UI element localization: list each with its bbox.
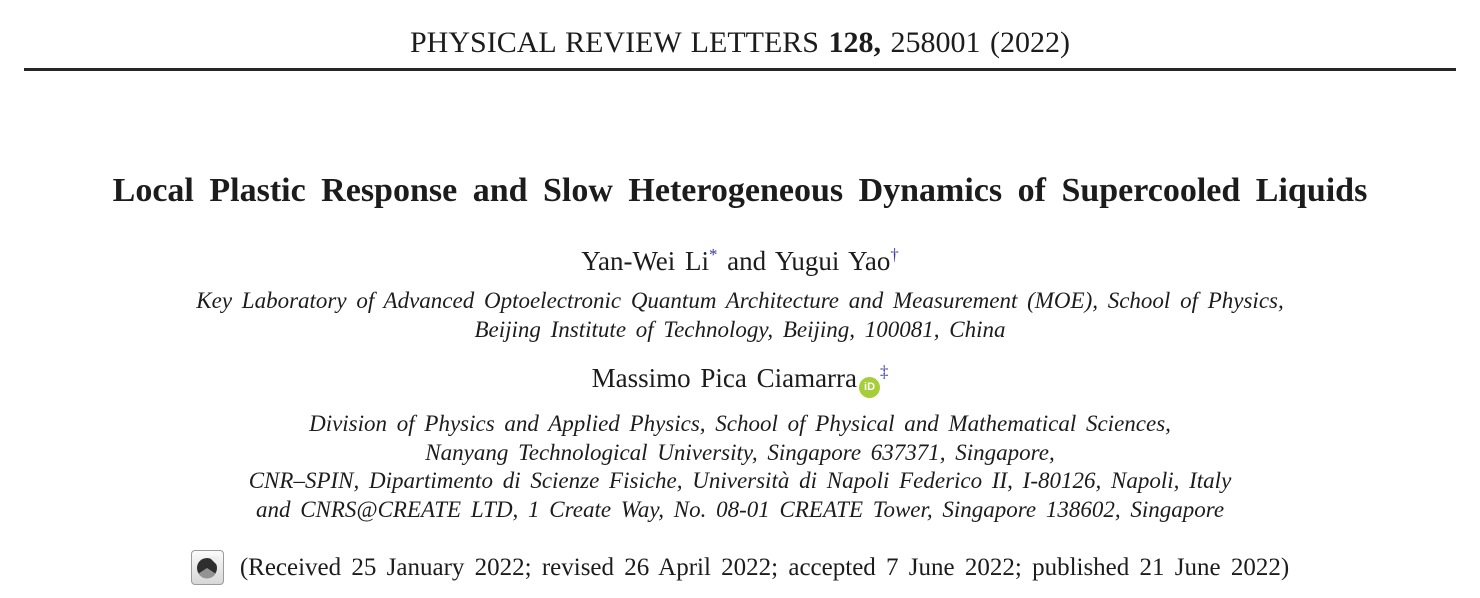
affiliation-line: Beijing Institute of Technology, Beijing…: [474, 316, 1006, 342]
affiliation-line: Division of Physics and Applied Physics,…: [309, 411, 1171, 436]
affiliation-line: and CNRS@CREATE LTD, 1 Create Way, No. 0…: [255, 496, 1225, 522]
journal-article-number: 258001 (2022): [890, 26, 1070, 59]
journal-volume: 128,: [828, 26, 882, 59]
affiliation-line: Nanyang Technological University, Singap…: [425, 439, 1055, 465]
byline-connector: and: [727, 246, 767, 276]
received-dates-text: (Received 25 January 2022; revised 26 Ap…: [239, 553, 1290, 581]
journal-header: PHYSICAL REVIEW LETTERS 128, 258001 (202…: [0, 0, 1480, 60]
header-rule: [24, 68, 1456, 71]
crossmark-glyph: [197, 556, 220, 578]
byline-authors: Yan-Wei Li* and Yugui Yao†: [0, 245, 1480, 277]
footnote-marker-double-dagger[interactable]: ‡: [880, 362, 889, 381]
author-name: Yan-Wei Li: [581, 246, 710, 276]
journal-name: PHYSICAL REVIEW LETTERS: [410, 26, 819, 59]
crossmark-icon[interactable]: [190, 550, 224, 585]
byline-author-2: Massimo Pica Ciamarra iD‡: [0, 362, 1480, 398]
footnote-marker-asterisk[interactable]: *: [709, 245, 718, 264]
paper-title: Local Plastic Response and Slow Heteroge…: [112, 172, 1368, 209]
author-name: Massimo Pica Ciamarra: [591, 363, 858, 393]
author-name: Yugui Yao: [774, 246, 891, 276]
affiliation-block-2: Division of Physics and Applied Physics,…: [0, 410, 1480, 524]
affiliation-line: Key Laboratory of Advanced Optoelectroni…: [196, 288, 1284, 313]
affiliation-line: CNR–SPIN, Dipartimento di Scienze Fisich…: [248, 468, 1232, 493]
affiliation-block-1: Key Laboratory of Advanced Optoelectroni…: [0, 287, 1480, 344]
publication-history-row: (Received 25 January 2022; revised 26 Ap…: [0, 550, 1480, 585]
orcid-icon[interactable]: iD: [859, 377, 881, 398]
footnote-marker-dagger[interactable]: †: [890, 245, 899, 264]
